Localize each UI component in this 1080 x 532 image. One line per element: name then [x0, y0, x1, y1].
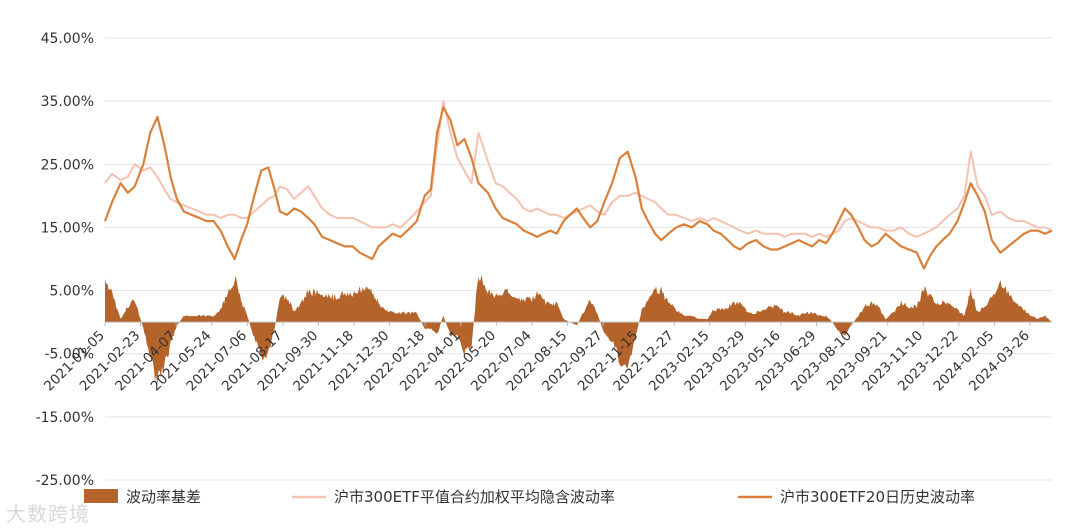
y-tick-label: -15.00% — [36, 410, 94, 426]
implied-volatility-line — [104, 100, 1053, 238]
y-axis: 45.00% 35.00% 25.00% 15.00% 5.00% -5.00% -15.0… — [36, 31, 94, 489]
legend-label: 沪市300ETF20日历史波动率 — [780, 488, 975, 506]
x-axis: 2021-01-052021-02-232021-04-072021-05-24… — [41, 322, 1033, 394]
volatility-basis-area — [105, 274, 1052, 386]
y-tick-label: -5.00% — [44, 347, 94, 363]
y-tick-label: -25.00% — [36, 473, 94, 489]
grid-lines — [105, 37, 1052, 481]
legend-label: 沪市300ETF平值合约加权平均隐含波动率 — [334, 488, 615, 506]
watermark-logo: 大数跨境 — [6, 498, 90, 527]
y-tick-label: 5.00% — [50, 284, 94, 300]
legend-label: 波动率基差 — [126, 488, 201, 506]
y-tick-label: 25.00% — [41, 157, 94, 173]
y-tick-label: 35.00% — [41, 94, 94, 110]
y-tick-label: 15.00% — [41, 220, 94, 236]
historical-volatility-line — [103, 106, 1053, 270]
legend-swatch-basis — [84, 489, 118, 503]
legend: 波动率基差 沪市300ETF平值合约加权平均隐含波动率 沪市300ETF20日历史波… — [84, 488, 975, 506]
watermark-text: 大数跨境 — [6, 502, 90, 526]
y-tick-label: 45.00% — [41, 31, 94, 47]
